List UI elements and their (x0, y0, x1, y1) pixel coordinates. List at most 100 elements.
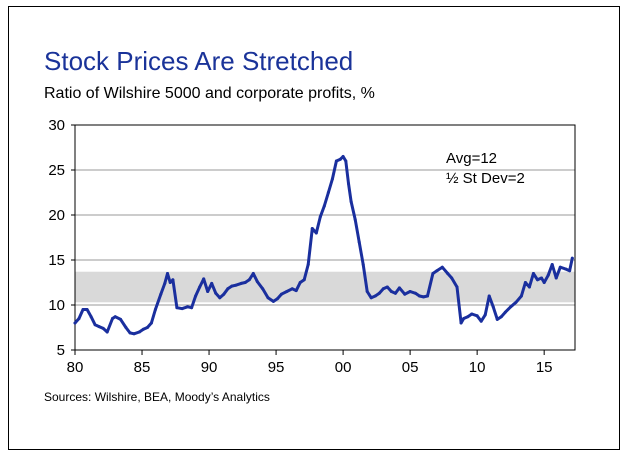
data-point (101, 326, 105, 330)
data-point (93, 323, 97, 327)
source-note: Sources: Wilshire, BEA, Moody’s Analytic… (44, 390, 270, 404)
series-points (73, 155, 574, 336)
data-point (558, 265, 562, 269)
data-point (290, 287, 294, 291)
data-point (535, 278, 539, 282)
data-point (81, 308, 85, 311)
data-point (495, 317, 499, 321)
data-point (341, 155, 345, 158)
data-point (377, 291, 381, 295)
data-point (310, 227, 314, 230)
data-point (298, 281, 302, 284)
annotation-std-dev: ½ St Dev=2 (446, 170, 525, 187)
data-point (302, 278, 306, 282)
data-point (393, 291, 397, 295)
data-point (218, 296, 222, 300)
std-dev-band (75, 271, 575, 303)
data-point (440, 265, 444, 269)
data-point (186, 305, 190, 309)
data-point (105, 330, 109, 334)
data-point (365, 290, 369, 293)
data-point (361, 263, 365, 266)
data-point (338, 157, 342, 161)
data-point (523, 281, 527, 284)
data-point (470, 312, 474, 316)
data-point (542, 281, 546, 284)
data-point (408, 290, 412, 293)
data-point (111, 317, 115, 320)
data-point (113, 315, 117, 319)
data-point (475, 314, 479, 318)
data-point (334, 159, 338, 163)
data-point (570, 256, 574, 260)
data-point (514, 300, 518, 304)
data-point (554, 276, 558, 280)
data-point (128, 331, 132, 335)
x-tick-label: 85 (134, 359, 151, 376)
data-point (509, 305, 513, 309)
data-point (550, 263, 554, 266)
data-point (206, 290, 210, 293)
data-point (175, 306, 179, 310)
x-tick-label: 90 (201, 359, 218, 376)
y-axis: 5 10 15 20 25 30 (48, 117, 75, 359)
data-point (483, 313, 487, 317)
data-point (247, 278, 251, 282)
data-point (279, 292, 283, 296)
data-point (314, 231, 318, 235)
data-point (149, 321, 153, 325)
data-point (503, 310, 507, 314)
data-point (322, 204, 326, 208)
y-tick-label: 10 (48, 297, 65, 314)
y-tick-label: 20 (48, 207, 65, 224)
data-point (194, 294, 198, 298)
data-point (450, 276, 454, 280)
data-point (271, 299, 275, 303)
chart-title: Stock Prices Are Stretched (44, 46, 354, 76)
data-point (210, 281, 214, 285)
data-point (180, 307, 184, 311)
data-point (141, 327, 145, 331)
data-point (546, 273, 550, 277)
data-point (519, 294, 523, 298)
data-point (330, 177, 334, 181)
data-point (466, 315, 470, 319)
series-line (73, 155, 574, 336)
data-point (318, 215, 322, 219)
x-tick-label: 80 (67, 359, 84, 376)
data-point (285, 290, 289, 293)
y-tick-label: 5 (57, 342, 65, 359)
data-point (159, 292, 163, 296)
data-point (353, 218, 357, 221)
data-point (97, 325, 101, 329)
y-tick-label: 30 (48, 117, 65, 134)
data-point (275, 297, 279, 301)
data-point (397, 286, 401, 290)
x-tick-label: 15 (536, 359, 553, 376)
data-point (145, 326, 149, 329)
data-point (385, 285, 389, 289)
data-point (222, 292, 226, 296)
data-point (357, 240, 361, 244)
data-point (487, 294, 491, 298)
data-point (413, 291, 417, 295)
data-point (168, 281, 172, 284)
x-tick-label: 00 (335, 359, 352, 376)
data-point (459, 321, 463, 325)
data-point (531, 272, 535, 275)
x-tick-label: 05 (402, 359, 419, 376)
data-point (230, 284, 234, 288)
data-point (491, 305, 495, 309)
data-point (344, 159, 348, 163)
data-point (163, 281, 167, 285)
data-point (165, 272, 169, 275)
data-point (89, 315, 93, 319)
data-point (119, 317, 123, 321)
data-point (294, 289, 298, 293)
data-point (435, 269, 439, 273)
data-point (202, 277, 206, 281)
x-tick-label: 95 (268, 359, 285, 376)
data-point (73, 321, 77, 325)
data-point (234, 283, 238, 287)
